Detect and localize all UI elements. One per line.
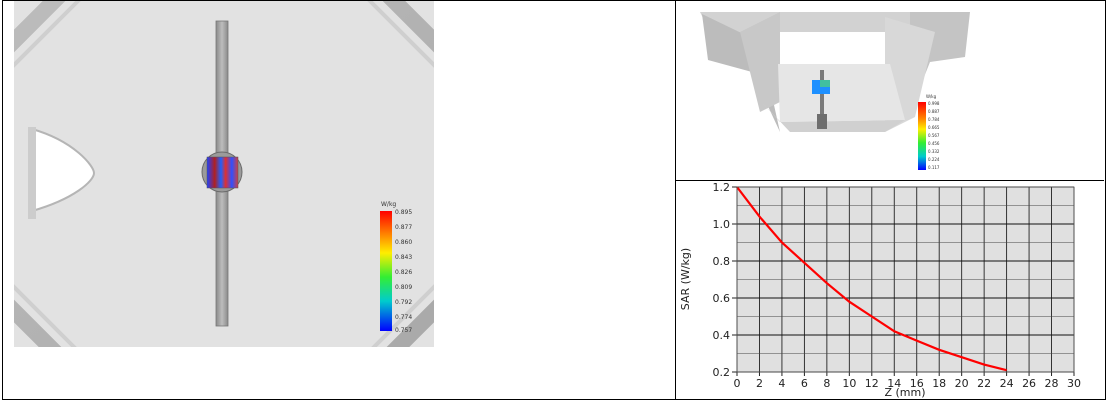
y-tick-label: 1.0 [713,218,731,231]
legend-tick-small: 0.567 [928,133,940,138]
legend-tick-small: 0.998 [928,101,940,106]
legend-tick: 0.774 [395,314,413,321]
legend-tick-small: 0.784 [928,117,940,122]
x-tick-label: 24 [1000,377,1014,390]
x-tick-label: 28 [1045,377,1059,390]
vertical-divider [675,0,676,400]
x-tick-label: 4 [778,377,785,390]
sar-3d-top-view: W/kg 0.895 0.877 0.860 0.843 0.826 0.809… [14,1,434,347]
legend-tick: 0.757 [395,327,413,334]
color-legend-bar-small [918,102,926,170]
sar-distribution-patch [207,157,238,188]
legend-units-small: W/kg [926,94,937,99]
sar-3d-perspective-view: W/kg 0.998 0.887 0.784 0.665 0.567 0.456… [680,2,1100,178]
legend-tick: 0.792 [395,299,413,306]
y-tick-label: 1.2 [713,181,731,194]
y-tick-label: 0.4 [713,329,731,342]
phantom-render [14,1,434,347]
series-line [736,186,1007,372]
x-tick-label: 20 [955,377,969,390]
legend-tick-small: 0.332 [928,149,940,154]
legend-tick-small: 0.887 [928,109,940,114]
x-tick-label: 2 [756,377,763,390]
legend-tick: 0.809 [395,284,413,291]
x-tick-label: 12 [865,377,879,390]
x-tick-label: 22 [977,377,991,390]
x-tick-label: 0 [734,377,741,390]
legend-tick-small: 0.117 [928,165,940,170]
y-tick-label: 0.6 [713,292,731,305]
legend-tick: 0.860 [395,239,413,246]
y-tick-label: 0.2 [713,366,731,379]
y-tick-label: 0.8 [713,255,731,268]
legend-tick-small: 0.224 [928,157,940,162]
sar-vs-z-chart: 0.20.40.60.81.01.2 0 2 4 6 8 10 12 14 16 18 20 22 24… [679,181,1081,399]
x-tick-label: 18 [932,377,946,390]
legend-tick: 0.826 [395,269,413,276]
phantom-perspective-render [700,12,970,170]
legend-units: W/kg [381,201,397,208]
x-axis-title: Z (mm) [884,386,925,399]
color-legend-bar [380,211,392,331]
x-tick-label: 10 [842,377,856,390]
legend-tick: 0.895 [395,209,413,216]
y-axis-title: SAR (W/kg) [679,248,692,310]
x-tick-label: 30 [1067,377,1081,390]
legend-tick-small: 0.456 [928,141,940,146]
legend-tick: 0.843 [395,254,413,261]
legend-tick: 0.877 [395,224,413,231]
horizontal-divider [676,180,1104,181]
x-tick-label: 14 [887,377,901,390]
phantom-ring [14,1,434,347]
x-tick-label: 16 [910,377,924,390]
legend-tick-small: 0.665 [928,125,940,130]
x-tick-label: 8 [823,377,830,390]
x-tick-label: 26 [1022,377,1036,390]
phantom-ear-bump [31,127,96,213]
x-tick-label: 6 [801,377,808,390]
